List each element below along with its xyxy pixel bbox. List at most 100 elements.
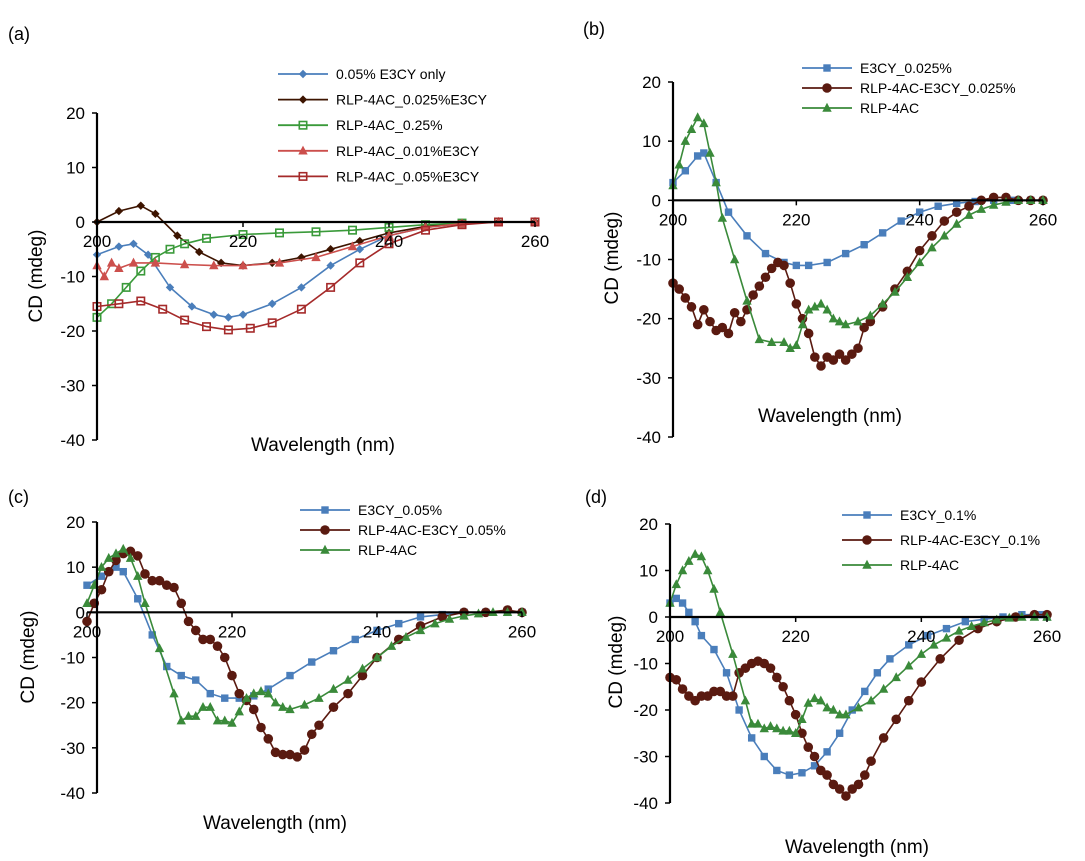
x-tick-label: 240 <box>363 622 391 641</box>
data-point <box>723 328 734 339</box>
data-point <box>754 281 765 291</box>
data-point <box>97 572 106 580</box>
data-point <box>263 688 273 698</box>
data-point <box>778 725 788 735</box>
data-point <box>841 709 851 719</box>
x-tick-label: 260 <box>1033 627 1061 646</box>
data-point <box>929 639 939 649</box>
series-line <box>669 597 1048 776</box>
data-point <box>961 617 970 626</box>
data-point <box>834 316 845 326</box>
data-point <box>249 688 259 698</box>
data-point <box>234 706 244 716</box>
x-tick-label: 200 <box>656 627 684 646</box>
data-point <box>934 202 942 210</box>
data-point <box>840 355 851 365</box>
data-point <box>326 245 335 254</box>
data-point <box>180 315 190 325</box>
data-point <box>685 608 693 617</box>
legend-marker <box>822 83 832 93</box>
data-point <box>791 299 802 309</box>
panel-label: (b) <box>583 19 605 39</box>
data-point <box>415 625 426 635</box>
x-tick-label: 260 <box>508 622 536 641</box>
data-point <box>220 715 230 725</box>
data-point <box>205 634 216 645</box>
y-tick-label: -30 <box>633 748 658 767</box>
data-point <box>314 692 324 702</box>
y-tick-label: 10 <box>66 558 85 577</box>
x-tick-label: 200 <box>659 210 687 229</box>
data-point <box>939 230 950 240</box>
data-point <box>169 582 179 593</box>
data-point <box>878 229 887 237</box>
data-point <box>964 209 974 219</box>
data-point <box>951 207 962 217</box>
data-point <box>355 258 365 268</box>
data-point <box>772 672 782 683</box>
y-tick-label: -10 <box>633 655 658 674</box>
data-point <box>709 583 719 593</box>
series-group <box>668 112 1048 352</box>
data-point <box>803 304 814 314</box>
data-point <box>816 695 826 705</box>
data-point <box>134 595 142 603</box>
panel-label: (a) <box>8 24 30 44</box>
data-point <box>219 652 230 663</box>
y-tick-label: 0 <box>652 191 661 210</box>
data-point <box>964 201 974 212</box>
data-point <box>747 734 756 742</box>
data-point <box>699 304 709 315</box>
series-line <box>96 221 535 279</box>
data-point <box>224 313 233 322</box>
data-point <box>328 702 339 712</box>
panel-label: (c) <box>8 487 29 507</box>
y-tick-label: -30 <box>60 377 85 396</box>
data-point <box>828 355 839 365</box>
legend-marker <box>298 95 308 104</box>
data-point <box>971 197 979 206</box>
data-point <box>696 551 707 561</box>
data-point <box>785 771 794 779</box>
data-point <box>772 723 782 733</box>
data-point <box>835 729 844 737</box>
data-point <box>729 307 740 318</box>
data-point <box>748 290 758 300</box>
data-point <box>942 624 951 633</box>
y-tick-label: -10 <box>60 268 85 287</box>
data-point <box>866 695 876 705</box>
data-point <box>147 575 158 586</box>
data-point <box>430 618 440 628</box>
data-point <box>784 695 795 706</box>
data-point <box>691 617 699 626</box>
data-point <box>118 543 128 553</box>
data-point <box>326 261 335 270</box>
x-tick-label: 240 <box>375 232 403 251</box>
y-tick-label: 0 <box>649 608 658 627</box>
data-point <box>357 663 368 673</box>
data-point <box>191 711 201 720</box>
data-point <box>154 575 165 586</box>
chart-panel: (b) 20 10 0 -10 -20 -30 -40 200 220 240 260 Waveleng… <box>583 19 1057 447</box>
data-point <box>954 625 964 635</box>
data-point <box>165 283 175 292</box>
data-point <box>82 598 92 607</box>
data-point <box>274 257 285 267</box>
data-point <box>753 718 763 728</box>
legend-label: RLP-4AC <box>860 100 919 116</box>
data-point <box>790 709 801 720</box>
legend-label: RLP-4AC_0.01%E3CY <box>336 143 480 159</box>
legend: E3CY_0.025% RLP-4AC-E3CY_0.025% RLP-4AC <box>802 60 1016 116</box>
data-point <box>163 662 171 671</box>
data-point <box>686 124 697 134</box>
legend-label: E3CY_0.025% <box>860 60 952 76</box>
data-point <box>238 260 248 270</box>
data-point <box>778 681 788 692</box>
legend-label: RLP-4AC_0.25% <box>336 117 443 133</box>
data-point <box>121 282 131 292</box>
data-point <box>810 352 820 362</box>
y-tick-label: 0 <box>76 603 85 622</box>
data-point <box>187 302 197 311</box>
data-point <box>966 621 977 630</box>
data-point <box>674 284 684 294</box>
